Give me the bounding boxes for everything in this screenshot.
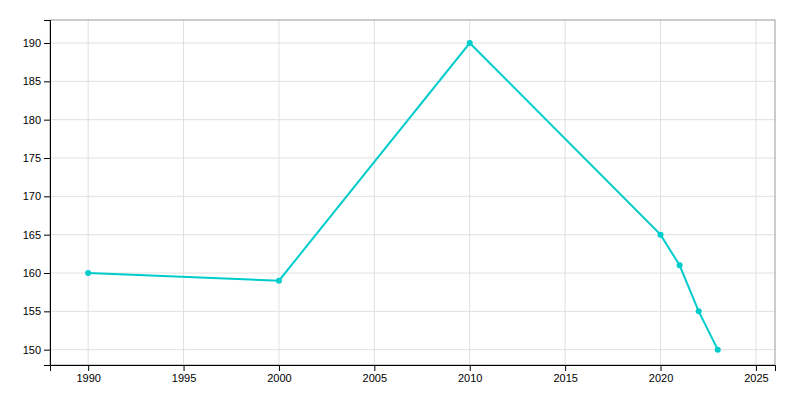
line xyxy=(88,43,718,350)
x-tick: 2000 xyxy=(267,365,291,384)
x-tick-label: 2025 xyxy=(744,372,768,384)
point xyxy=(677,262,683,268)
x-tick: 2005 xyxy=(363,365,387,384)
y-tick-mark xyxy=(44,43,50,44)
point xyxy=(276,278,282,284)
point xyxy=(85,270,91,276)
grid-line-y xyxy=(50,196,775,197)
x-tick-label: 1995 xyxy=(172,372,196,384)
grid-line-x xyxy=(755,20,756,365)
grid-line-x xyxy=(660,20,661,365)
y-tick: 190 xyxy=(23,37,50,49)
y-tick: 175 xyxy=(23,152,50,164)
x-tick-label: 2000 xyxy=(267,372,291,384)
x-tick-mark xyxy=(565,365,566,371)
marks xyxy=(85,40,721,353)
x-tick-label: 2015 xyxy=(553,372,577,384)
x-axis: 1990 1995 2000 2005 2010 2015 2020 2025 xyxy=(51,365,776,384)
y-tick: 150 xyxy=(23,344,50,356)
grid-line-y xyxy=(50,311,775,312)
x-tick-mark xyxy=(661,365,662,371)
grid-line-y xyxy=(50,349,775,350)
grid-line-y xyxy=(50,273,775,274)
y-tick-label: 175 xyxy=(23,152,41,164)
point xyxy=(715,347,721,353)
point xyxy=(696,308,702,314)
y-tick-label: 165 xyxy=(23,229,41,241)
y-tick-mark xyxy=(44,311,50,312)
y-tick-label: 160 xyxy=(23,267,41,279)
y-axis: 150 155 160 165 170 175 180 185 190 xyxy=(23,21,51,366)
y-tick-mark xyxy=(44,158,50,159)
x-tick: 2010 xyxy=(458,365,482,384)
y-tick-mark xyxy=(44,350,50,351)
y-tick-mark xyxy=(44,120,50,121)
grid-line-y xyxy=(50,81,775,82)
y-tick: 185 xyxy=(23,75,50,87)
x-tick-label: 1990 xyxy=(76,372,100,384)
x-axis-line xyxy=(51,366,776,372)
grid-line-y xyxy=(50,158,775,159)
x-tick-label: 2005 xyxy=(363,372,387,384)
x-tick-mark xyxy=(88,365,89,371)
y-tick-label: 185 xyxy=(23,75,41,87)
y-tick: 180 xyxy=(23,114,50,126)
y-tick-label: 170 xyxy=(23,190,41,202)
y-tick-mark xyxy=(44,273,50,274)
y-tick-mark xyxy=(44,81,50,82)
y-tick-label: 180 xyxy=(23,114,41,126)
plot: 1990 1995 2000 2005 2010 2015 2020 2025 150 155 16… xyxy=(23,20,776,384)
y-tick-mark xyxy=(44,196,50,197)
x-tick-label: 2020 xyxy=(649,372,673,384)
point xyxy=(467,40,473,46)
grid-line-y xyxy=(50,43,775,44)
x-tick-mark xyxy=(756,365,757,371)
x-tick-mark xyxy=(184,365,185,371)
y-tick-mark xyxy=(44,235,50,236)
x-tick-mark xyxy=(279,365,280,371)
grid-line-y xyxy=(50,234,775,235)
x-tick: 2020 xyxy=(649,365,673,384)
grid xyxy=(50,20,775,365)
y-tick-label: 150 xyxy=(23,344,41,356)
x-tick: 2025 xyxy=(744,365,768,384)
y-tick-label: 155 xyxy=(23,305,41,317)
plot-frame xyxy=(50,20,775,365)
x-tick: 2015 xyxy=(553,365,577,384)
grid-line-x xyxy=(183,20,184,365)
x-tick-mark xyxy=(470,365,471,371)
y-tick: 170 xyxy=(23,190,50,202)
chart-svg: 1990 1995 2000 2005 2010 2015 2020 2025 150 155 16… xyxy=(0,0,800,400)
y-tick: 165 xyxy=(23,229,50,241)
y-axis-line xyxy=(44,21,51,366)
y-tick: 155 xyxy=(23,305,50,317)
grid-line-x xyxy=(374,20,375,365)
y-tick: 160 xyxy=(23,267,50,279)
grid-line-x xyxy=(278,20,279,365)
grid-line-y xyxy=(50,119,775,120)
grid-line-x xyxy=(469,20,470,365)
x-tick-mark xyxy=(374,365,375,371)
x-tick: 1995 xyxy=(172,365,196,384)
x-tick: 1990 xyxy=(76,365,100,384)
grid-line-x xyxy=(565,20,566,365)
y-tick-label: 190 xyxy=(23,37,41,49)
x-tick-label: 2010 xyxy=(458,372,482,384)
grid-line-x xyxy=(88,20,89,365)
point xyxy=(658,232,664,238)
